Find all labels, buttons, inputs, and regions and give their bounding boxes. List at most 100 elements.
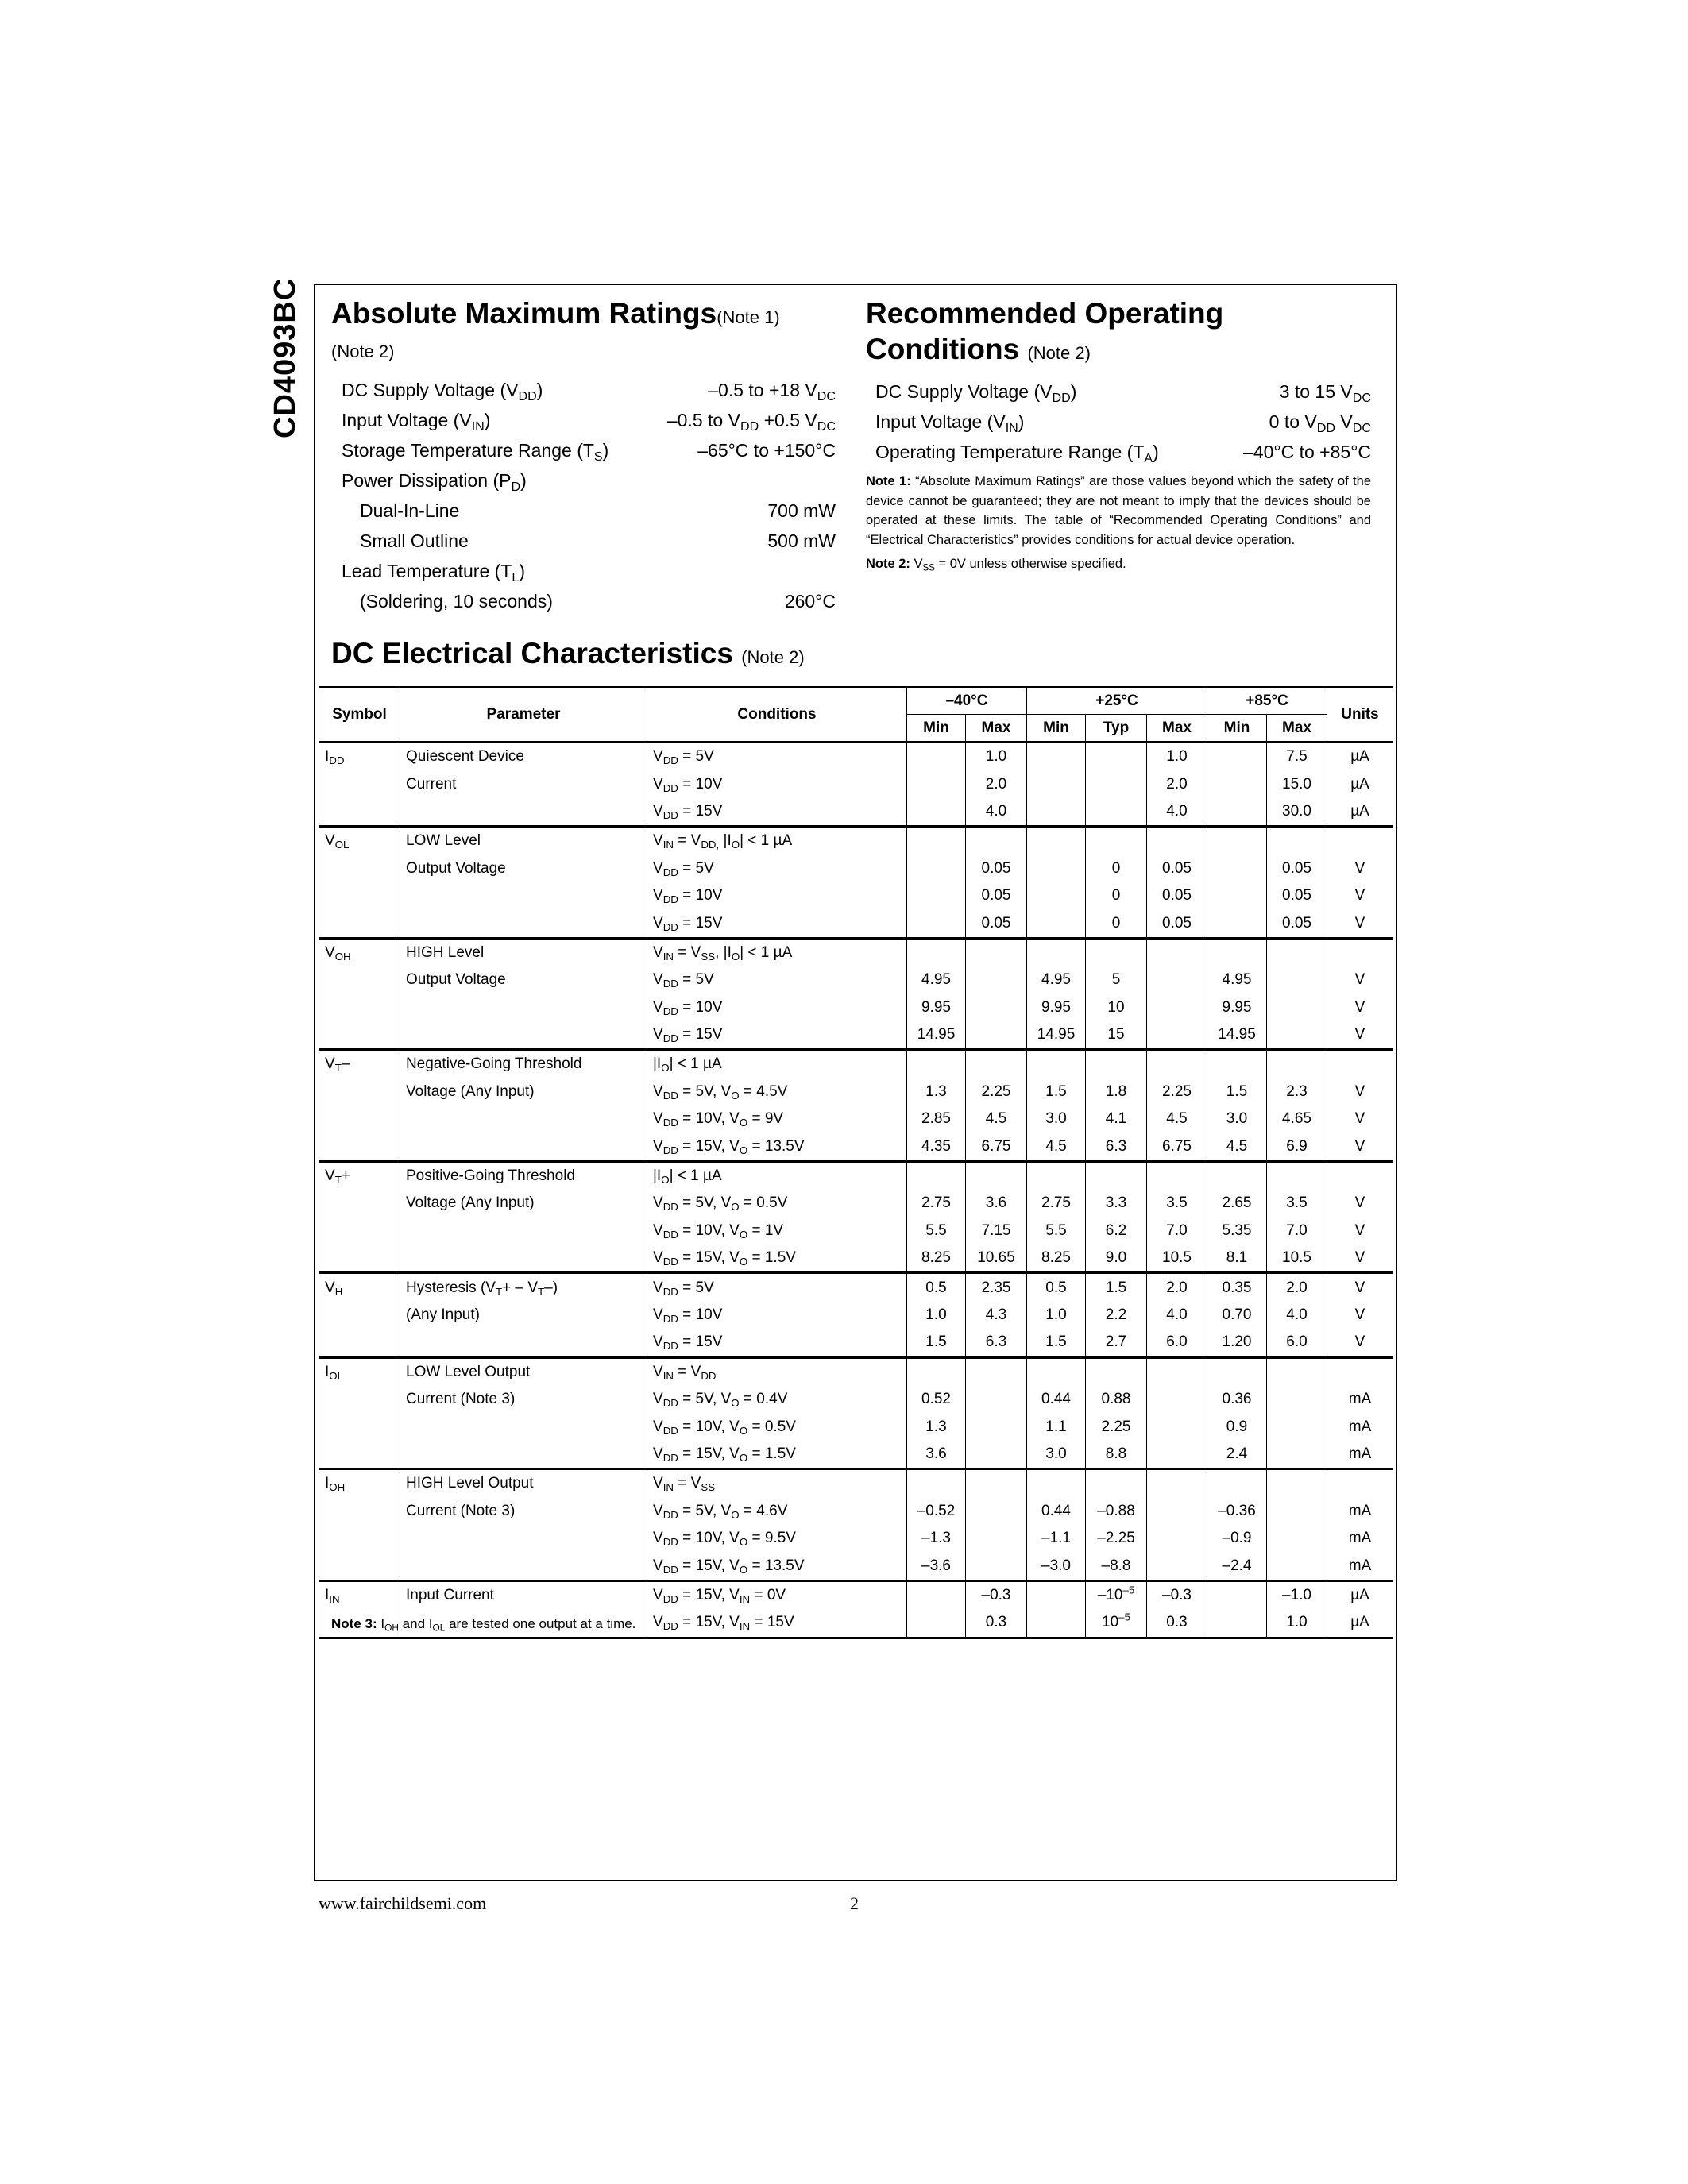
value-cell-max: 6.0 [1146,1329,1207,1358]
value-cell-min [1026,741,1086,771]
symbol-cell: VT+ [319,1160,400,1190]
value-cell-min [1207,797,1267,827]
parameter-cell: HIGH Level Output [400,1468,647,1498]
rec-op-heading-line2: Conditions (Note 2) [866,333,1091,366]
parameter-cell [400,1021,647,1050]
units-cell: V [1327,882,1393,910]
value-cell-max [1146,825,1207,855]
conditions-cell: VDD = 10V, VO = 9.5V [647,1524,907,1553]
abs-max-label: Small Outline [360,531,469,551]
value-cell-min: 1.5 [906,1329,966,1358]
conditions-cell: VDD = 15V, VO = 1.5V [647,1244,907,1273]
conditions-cell: VDD = 15V, VIN = 0V [647,1579,907,1610]
value-cell-min [1026,1609,1086,1639]
table-row: VDD = 15V, VO = 13.5V 4.35 6.75 4.5 6.3 6.75 4… [319,1133,1393,1162]
footer-url-link[interactable]: www.fairchildsemi.com [319,1893,487,1913]
value-cell-max [965,1440,1027,1469]
value-cell-min: 9.95 [1026,994,1086,1021]
rec-op-title-line2: Conditions [866,333,1020,365]
units-cell: V [1327,1329,1393,1358]
value-cell-max: 2.0 [1266,1271,1327,1302]
value-cell-min [1207,1048,1267,1078]
conditions-cell: VDD = 5V [647,855,907,882]
value-cell-typ [1085,1356,1147,1386]
value-cell-max: 2.0 [1146,1271,1207,1302]
table-row: Current VDD = 10V 2.0 2.0 15.0 µA [319,770,1393,798]
value-cell-min [1026,770,1086,798]
parameter-cell [400,1609,647,1639]
value-cell-typ: 0 [1085,909,1147,939]
value-cell-min: –1.1 [1026,1524,1086,1553]
value-cell-max [965,1160,1027,1190]
value-cell-min [1026,825,1086,855]
parameter-cell [400,909,647,939]
value-cell-max [1266,936,1327,967]
value-cell-min [906,1609,966,1639]
symbol-cell: IOH [319,1468,400,1498]
note-3-text: IOH and IOL are tested one output at a t… [380,1616,636,1634]
value-cell-min: 2.65 [1207,1190,1267,1217]
value-cell-max: –0.3 [965,1579,1027,1610]
abs-max-label: Input Voltage (VIN) [342,410,491,434]
units-cell: mA [1327,1440,1393,1469]
value-cell-max: 2.0 [1146,770,1207,798]
table-row: Voltage (Any Input) VDD = 5V, VO = 0.5V 2.… [319,1190,1393,1217]
value-cell-min: 5.5 [906,1217,966,1245]
note-1-label: Note 1: [866,474,911,488]
table-row: VDD = 10V 0.05 0 0.05 0.05 V [319,882,1393,910]
abs-max-label: DC Supply Voltage (VDD) [342,380,543,403]
parameter-cell [400,1440,647,1469]
value-cell-max: 0.05 [1266,855,1327,882]
units-cell: µA [1327,770,1393,798]
conditions-cell: VDD = 15V [647,1021,907,1050]
value-cell-typ [1085,797,1147,827]
conditions-cell: VIN = VDD, |IO| < 1 µA [647,825,907,855]
conditions-cell: VIN = VDD [647,1356,907,1386]
abs-max-value: 500 mW [767,531,836,551]
units-cell: V [1327,909,1393,939]
value-cell-min [1207,1160,1267,1190]
symbol-cell: VH [319,1271,400,1302]
parameter-cell: Output Voltage [400,967,647,994]
value-cell-min: 2.75 [906,1190,966,1217]
value-cell-max: –1.0 [1266,1579,1327,1610]
value-cell-min [906,855,966,882]
value-cell-max: 3.6 [965,1190,1027,1217]
header-temp-plus25: +25°C [1026,686,1207,715]
abs-max-value: –0.5 to +18 VDC [708,380,836,403]
value-cell-max: 10.65 [965,1244,1027,1273]
part-number-side-title: CD4093BC [268,277,302,438]
value-cell-min [1026,855,1086,882]
symbol-cell [319,1440,400,1469]
conditions-cell: VIN = VSS [647,1468,907,1498]
table-row: VT– Negative-Going Threshold |IO| < 1 µA [319,1048,1393,1078]
value-cell-min [1026,1048,1086,1078]
content-frame [314,284,1397,1881]
note-3-label: Note 3: [331,1616,377,1631]
symbol-cell [319,1078,400,1106]
table-row: IOH HIGH Level Output VIN = VSS [319,1468,1393,1498]
value-cell-max [1266,1385,1327,1414]
value-cell-max [1146,994,1207,1021]
value-cell-typ [1085,825,1147,855]
table-row: VDD = 10V 9.95 9.95 10 9.95 V [319,994,1393,1021]
header-max: Max [1266,714,1327,743]
value-cell-typ: 0.88 [1085,1385,1147,1414]
parameter-cell: Current [400,770,647,798]
parameter-cell [400,1106,647,1133]
value-cell-max: 2.25 [965,1078,1027,1106]
value-cell-min: 1.0 [1026,1301,1086,1329]
value-cell-max [1266,1160,1327,1190]
symbol-cell: IOL [319,1356,400,1386]
value-cell-max [965,994,1027,1021]
value-cell-max [965,1497,1027,1525]
parameter-cell [400,1217,647,1245]
value-cell-min [906,1579,966,1610]
conditions-cell: VDD = 10V, VO = 1V [647,1217,907,1245]
value-cell-min [1207,1356,1267,1386]
value-cell-min: –2.4 [1207,1552,1267,1581]
value-cell-max [1266,1468,1327,1498]
table-row: VDD = 15V, VO = 13.5V –3.6 –3.0 –8.8 –2.4 mA [319,1552,1393,1581]
value-cell-min: 9.95 [906,994,966,1021]
value-cell-min: 2.75 [1026,1190,1086,1217]
